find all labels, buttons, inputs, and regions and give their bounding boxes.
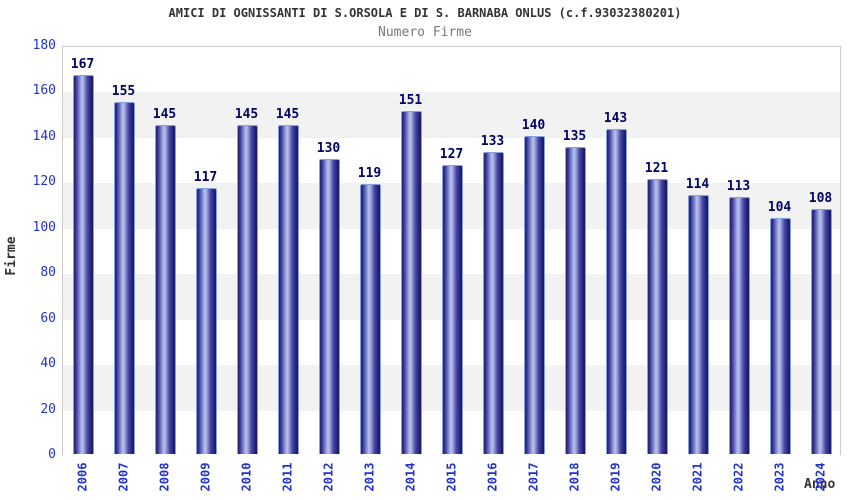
bar bbox=[155, 124, 176, 454]
x-tick-label: 2009 bbox=[188, 459, 224, 495]
bar-value-label: 117 bbox=[193, 170, 218, 186]
x-tick-label-text: 2007 bbox=[116, 462, 131, 492]
x-tick-label: 2015 bbox=[434, 459, 470, 495]
x-tick-label-text: 2006 bbox=[75, 462, 90, 492]
y-tick-label: 60 bbox=[40, 310, 56, 326]
x-tick-label: 2020 bbox=[639, 459, 675, 495]
x-tick-label: 2007 bbox=[106, 459, 142, 495]
bar-value-label: 140 bbox=[521, 117, 546, 133]
y-tick-label: 0 bbox=[48, 447, 56, 462]
x-tick-label: 2023 bbox=[762, 459, 798, 495]
bar-value-label: 167 bbox=[70, 56, 95, 72]
x-tick-label-text: 2008 bbox=[157, 462, 172, 492]
y-tick-label: 40 bbox=[40, 356, 56, 372]
bar bbox=[319, 158, 340, 454]
bar bbox=[770, 217, 791, 454]
x-tick-label: 2021 bbox=[680, 459, 716, 495]
y-tick-label: 180 bbox=[32, 38, 56, 53]
x-tick-label: 2022 bbox=[721, 459, 757, 495]
bar-value-label: 113 bbox=[726, 179, 751, 195]
y-tick-label: 100 bbox=[32, 219, 56, 235]
x-tick-label-text: 2022 bbox=[731, 462, 746, 492]
x-tick-label: 2012 bbox=[311, 459, 347, 495]
x-tick-label-text: 2009 bbox=[198, 462, 213, 492]
bar bbox=[524, 135, 545, 454]
chart-subtitle: Numero Firme bbox=[378, 25, 472, 40]
bar-value-label: 145 bbox=[152, 106, 177, 122]
x-tick-label-text: 2012 bbox=[321, 462, 336, 492]
x-tick-label-text: 2010 bbox=[239, 462, 254, 492]
bar-value-label: 127 bbox=[439, 147, 464, 163]
x-tick-label-text: 2020 bbox=[649, 462, 664, 492]
y-tick-label: 160 bbox=[32, 83, 56, 99]
y-tick-label: 140 bbox=[32, 128, 56, 144]
bar bbox=[565, 147, 586, 454]
x-tick-label: 2019 bbox=[598, 459, 634, 495]
grid-band bbox=[63, 92, 840, 138]
x-tick-label: 2013 bbox=[352, 459, 388, 495]
bar bbox=[114, 101, 135, 454]
x-tick-label: 2017 bbox=[516, 459, 552, 495]
x-axis-label: Anno bbox=[804, 477, 836, 492]
bar-value-label: 108 bbox=[808, 190, 833, 206]
x-tick-label: 2024 bbox=[803, 459, 839, 495]
x-tick-label-text: 2023 bbox=[772, 462, 787, 492]
grid-band bbox=[63, 47, 840, 93]
x-tick-label: 2014 bbox=[393, 459, 429, 495]
bar bbox=[729, 197, 750, 454]
x-tick-label-text: 2011 bbox=[280, 462, 295, 492]
bar bbox=[688, 194, 709, 454]
x-tick-label: 2008 bbox=[147, 459, 183, 495]
bar-value-label: 104 bbox=[767, 199, 792, 215]
x-tick-label: 2006 bbox=[65, 459, 101, 495]
x-tick-label: 2010 bbox=[229, 459, 265, 495]
bar-value-label: 155 bbox=[111, 83, 136, 99]
bar bbox=[237, 124, 258, 454]
bar-value-label: 145 bbox=[234, 106, 259, 122]
bar bbox=[811, 208, 832, 454]
bar bbox=[647, 179, 668, 454]
x-tick-label-text: 2019 bbox=[608, 462, 623, 492]
bar-value-label: 114 bbox=[685, 176, 710, 192]
bar bbox=[401, 110, 422, 454]
chart-title: AMICI DI OGNISSANTI DI S.ORSOLA E DI S. … bbox=[168, 6, 682, 20]
x-tick-label-text: 2024 bbox=[813, 462, 828, 492]
bar-value-label: 145 bbox=[275, 106, 300, 122]
x-tick-label-text: 2021 bbox=[690, 462, 705, 492]
y-tick-label: 20 bbox=[40, 401, 56, 417]
bar-value-label: 130 bbox=[316, 140, 341, 156]
plot-area bbox=[62, 46, 841, 456]
x-tick-label-text: 2015 bbox=[444, 462, 459, 492]
bar bbox=[442, 165, 463, 454]
bar-value-label: 151 bbox=[398, 92, 423, 108]
bar-value-label: 143 bbox=[603, 111, 628, 127]
bar bbox=[606, 129, 627, 454]
bar-value-label: 133 bbox=[480, 133, 505, 149]
bar bbox=[483, 151, 504, 454]
x-tick-label: 2016 bbox=[475, 459, 511, 495]
x-tick-label: 2011 bbox=[270, 459, 306, 495]
x-tick-label-text: 2014 bbox=[403, 462, 418, 492]
x-tick-label-text: 2016 bbox=[485, 462, 500, 492]
bar-value-label: 119 bbox=[357, 165, 382, 181]
y-tick-label: 80 bbox=[40, 265, 56, 281]
bar bbox=[196, 188, 217, 454]
x-tick-label-text: 2013 bbox=[362, 462, 377, 492]
x-tick-label-text: 2017 bbox=[526, 462, 541, 492]
bar bbox=[360, 183, 381, 454]
x-tick-label-text: 2018 bbox=[567, 462, 582, 492]
bar bbox=[278, 124, 299, 454]
x-tick-label: 2018 bbox=[557, 459, 593, 495]
bar-value-label: 121 bbox=[644, 161, 669, 177]
bar bbox=[73, 74, 94, 454]
bar-value-label: 135 bbox=[562, 129, 587, 145]
y-tick-label: 120 bbox=[32, 174, 56, 190]
